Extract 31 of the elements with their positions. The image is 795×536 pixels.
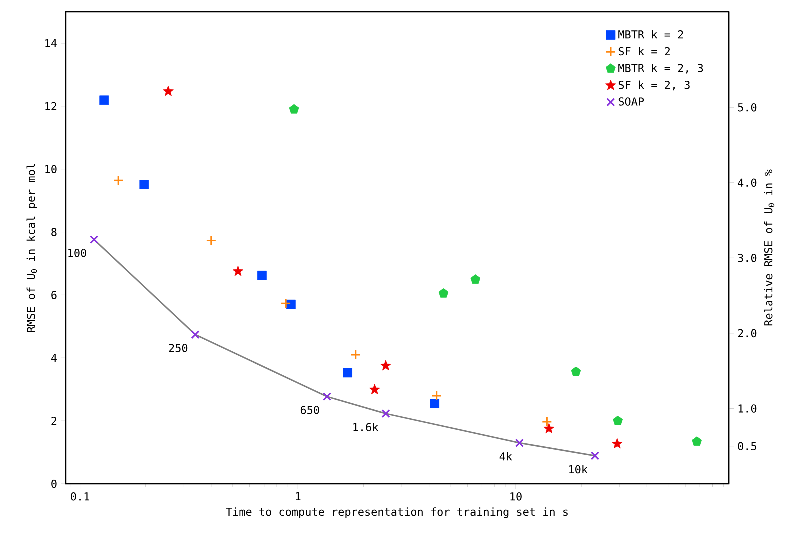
- x-tick-label: 10: [510, 492, 522, 501]
- annotation: 1.6k: [354, 423, 379, 432]
- y2-tick-label: 3.0: [738, 254, 757, 262]
- y-axis-title: RMSE of U$_{0}$ in kcal per mol: [26, 164, 38, 332]
- legend-label: SOAP: [618, 98, 644, 106]
- y2-axis-title: Relative RMSE of U$_{0}$ in %: [764, 170, 775, 326]
- legend-label: SF k = 2, 3: [618, 80, 690, 91]
- y2-tick-label: 5.0: [738, 103, 757, 112]
- legend-label: MBTR k = 2: [618, 30, 684, 39]
- y2-tick-label: 1.0: [738, 404, 757, 413]
- legend-label: SF k = 2: [618, 47, 670, 56]
- legend-label: MBTR k = 2, 3: [618, 64, 704, 74]
- annotation: 10k: [570, 465, 588, 474]
- y2-tick-label: 0.5: [738, 442, 756, 451]
- y-tick-label: 10: [46, 165, 57, 174]
- y-tick-label: 14: [46, 39, 57, 48]
- y-tick-label: 6: [52, 291, 57, 300]
- y-tick-label: 8: [52, 228, 57, 236]
- y2-tick-label: 2.0: [738, 329, 757, 338]
- y-tick-label: 12: [46, 102, 57, 110]
- annotation: 650: [300, 406, 320, 414]
- y-tick-label: 4: [51, 354, 57, 362]
- y-tick-label: 2: [52, 417, 57, 426]
- annotation: 4k: [500, 452, 512, 461]
- x-tick-label: 1: [296, 492, 301, 501]
- y-tick-label: 0: [52, 480, 57, 488]
- annotation: 250: [169, 344, 188, 352]
- x-tick-label: 0.1: [71, 492, 90, 501]
- x-axis-title: Time to compute representation for training set in s: [226, 508, 568, 518]
- annotation: 100: [68, 249, 86, 258]
- y2-tick-label: 4.0: [738, 178, 757, 188]
